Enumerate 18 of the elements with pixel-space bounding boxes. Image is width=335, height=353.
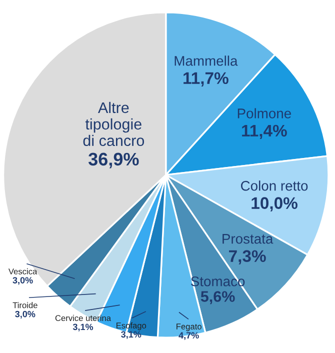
- slice-label: Mammella: [174, 56, 238, 66]
- data-label: 11,4%: [242, 124, 287, 140]
- slice-label: Vescica: [8, 268, 38, 274]
- slice-label: Fegato: [176, 324, 202, 332]
- data-label: 3,1%: [121, 331, 142, 339]
- data-label: 10,0%: [252, 197, 298, 212]
- data-label: 3,0%: [15, 310, 36, 319]
- data-label: 3,0%: [12, 277, 33, 285]
- slice-label: Tiroide: [12, 302, 38, 308]
- data-label: 7,3%: [229, 250, 266, 264]
- data-label: 3,1%: [72, 324, 94, 332]
- slice-label: Polmone: [238, 108, 291, 118]
- slice-label: Colon retto: [241, 180, 308, 191]
- data-label: 5,6%: [200, 291, 235, 304]
- slice-label: Prostata: [222, 234, 274, 244]
- data-label: 36,9%: [88, 152, 139, 168]
- data-label: 11,7%: [184, 72, 228, 86]
- slice-label: Altre tipologie di cancro: [83, 102, 144, 146]
